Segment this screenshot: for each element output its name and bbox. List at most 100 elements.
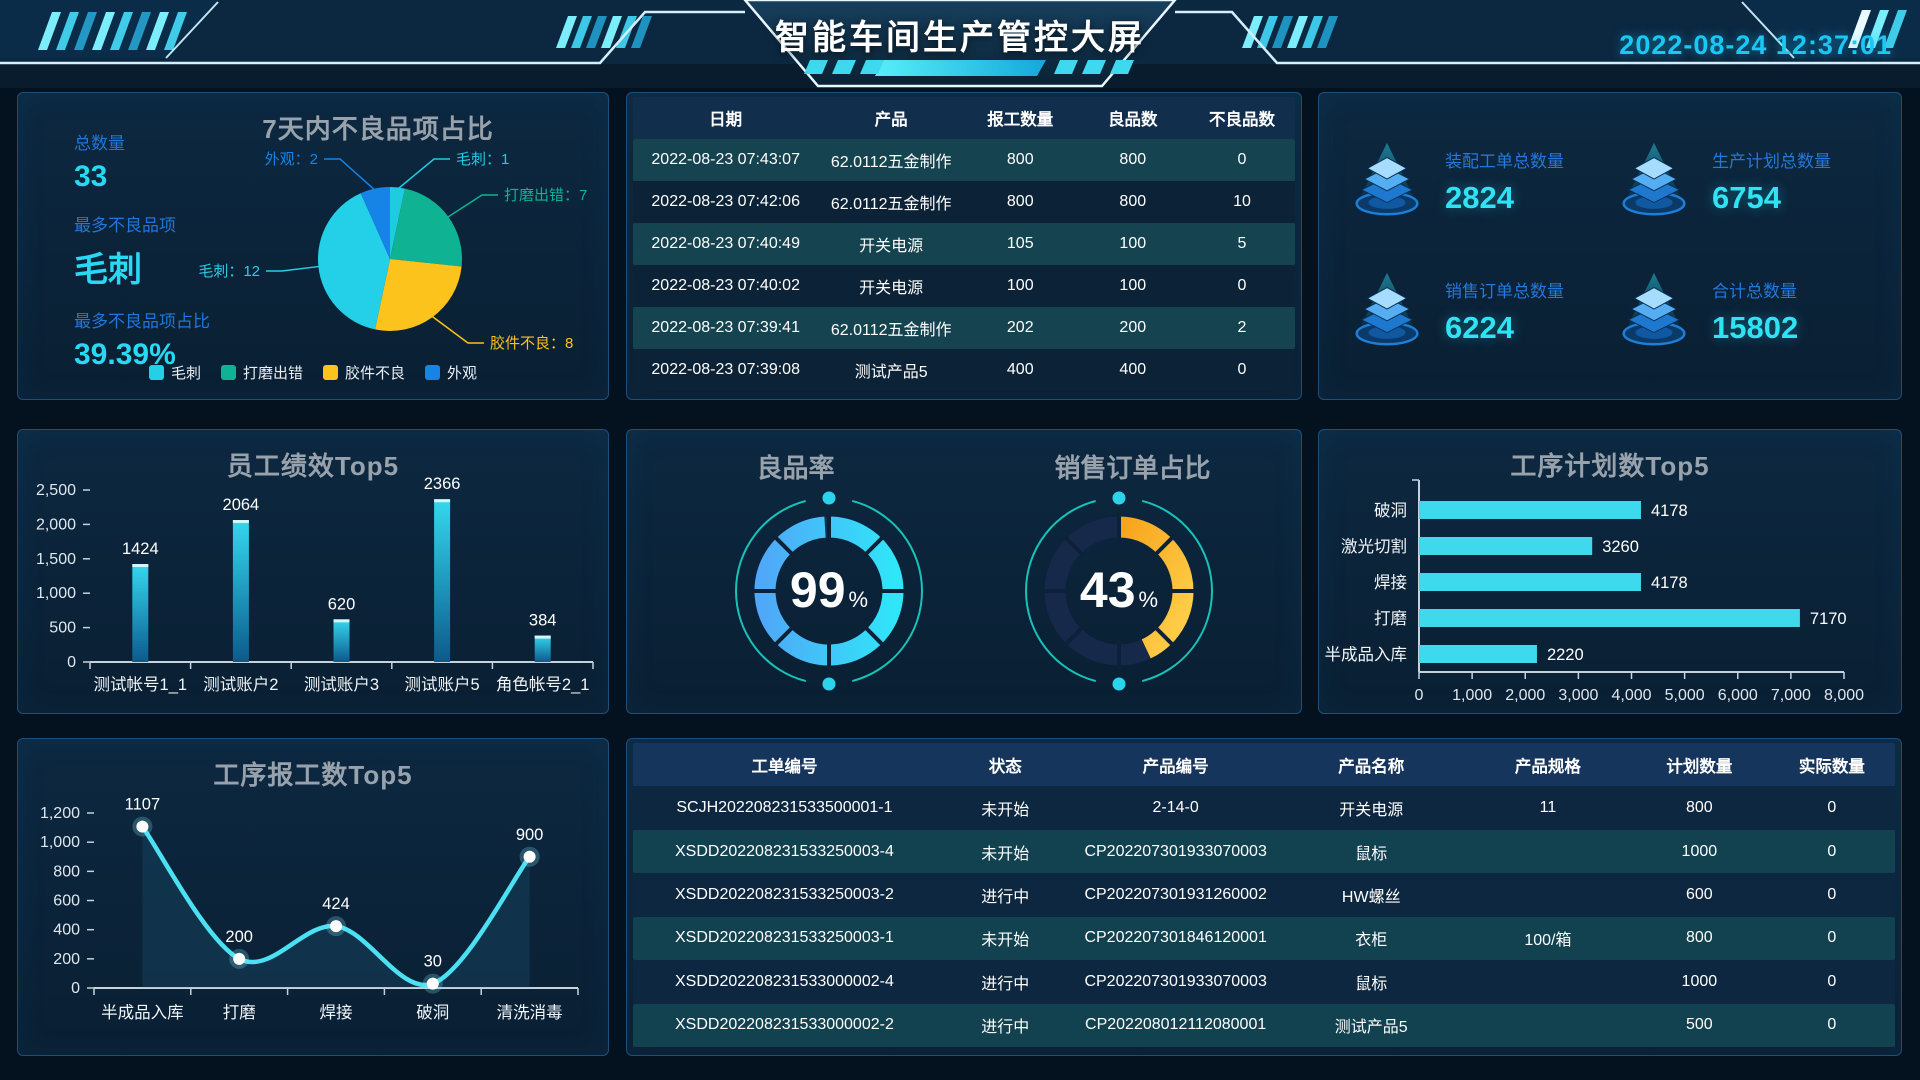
panel-title-process-report: 工序报工数Top5 [213,760,413,790]
slash-mark [146,12,169,50]
stat-card-value: 6754 [1712,179,1781,215]
gauge-arc [1118,516,1194,659]
pie-slice [390,187,405,259]
column-header: 状态 [988,757,1022,776]
clock: 2022-08-24 12:37:01 [1619,30,1892,60]
table-cell: CP202207301933070003 [1084,842,1267,860]
category-label: 清洗消毒 [497,1003,563,1022]
legend-item: 毛刺 [148,362,201,383]
stat-card-label: 装配工单总数量 [1445,151,1564,171]
table-row: XSDD202208231533250003-2 进行中 CP20220730193… [633,873,1895,917]
legend-item: 打磨出错 [220,362,303,383]
slash-mark [1257,16,1278,48]
slash-mark [1848,10,1871,48]
legend-swatch [425,365,441,380]
table-cell: 2022-08-23 07:39:08 [651,361,800,378]
point-value-label: 1107 [125,796,160,814]
bar [1419,609,1800,627]
table-cell: 2 [1237,319,1247,336]
data-point [330,920,342,933]
report-line-chart: 0 200 400 600 800 1,000 1,200 1107 半成品入库 200 打磨 424… [40,796,579,1022]
panel-gauges: 良品率 销售订单占比 99% 43% [626,429,1302,714]
layers-icon [1622,142,1686,216]
svg-text:4,000: 4,000 [1611,687,1651,704]
table-cell: 800 [1685,799,1713,817]
table-cell: 200 [1119,319,1147,336]
table-cell: 1000 [1681,842,1718,860]
plan-hbar-chart: 0 1,000 2,000 3,000 4,000 5,000 6,000 7,000 8,00… [1325,479,1864,704]
table-cell: 测试产品5 [1334,1019,1408,1037]
bar [1419,645,1537,663]
table-cell: 开关电源 [859,238,924,255]
header: 智能车间生产管控大屏 2022-08-24 12:37:01 [0,0,1920,90]
table-cell: CP202207301933070003 [1084,972,1267,990]
table-cell: HW螺丝 [1341,888,1401,906]
table-cell: 测试产品5 [854,364,928,381]
svg-text:7,000: 7,000 [1771,687,1811,704]
stat-value: 毛刺 [74,251,142,289]
table-row: 2022-08-23 07:42:06 62.0112五金制作 800 800 10 [633,181,1295,223]
category-label: 测试账户3 [304,675,379,694]
gauge-value: 43% [1080,562,1158,618]
data-point [523,850,536,863]
slash-mark [1242,16,1263,48]
stat-card-0: 装配工单总数量 2824 [1343,137,1610,225]
layers-icon [1355,272,1419,346]
panel-process-report: 工序报工数Top5 0 200 400 600 800 1,000 1,200 1107 半成品… [17,738,609,1056]
stat-card-label: 销售订单总数量 [1445,281,1564,301]
stat-card-3: 合计总数量 15802 [1610,267,1877,355]
point-value-label: 424 [322,895,350,913]
page-title: 智能车间生产管控大屏 [775,19,1145,57]
bar-value-label: 3260 [1602,538,1639,556]
daily-report-table: 日期 产品 报工数量 良品数 不良品数 2022-08-23 07:43:07 62.011… [627,93,1301,399]
table-cell: 202 [1006,319,1034,336]
table-cell: 10 [1233,193,1251,210]
table-cell: CP202207301931260002 [1084,885,1267,903]
table-row: 2022-08-23 07:40:02 开关电源 100 100 0 [633,265,1295,307]
table-cell: 0 [1827,799,1837,817]
table-cell: 0 [1827,885,1837,903]
svg-text:2,000: 2,000 [36,516,76,533]
svg-text:1,500: 1,500 [36,551,76,568]
table-cell: 进行中 [981,1019,1030,1037]
layers-icon [1355,142,1419,216]
table-cell: 62.0112五金制作 [830,196,952,213]
svg-text:1,000: 1,000 [36,585,76,602]
data-point [136,820,149,833]
column-header: 实际数量 [1798,757,1865,776]
bar-value-label: 384 [529,612,557,630]
column-header: 报工数量 [987,111,1054,129]
column-header: 产品编号 [1142,757,1209,776]
table-cell: 衣柜 [1355,932,1388,950]
table-cell: XSDD202208231533250003-4 [675,842,894,860]
stat-card-label: 生产计划总数量 [1712,151,1831,171]
table-row: XSDD202208231533000002-4 进行中 CP20220730193… [633,960,1895,1004]
table-row: 2022-08-23 07:40:49 开关电源 105 100 5 [633,223,1295,265]
pie-callout-line [446,194,498,219]
svg-text:3,000: 3,000 [1558,687,1598,704]
table-cell: 0 [1827,972,1837,990]
table-cell: 62.0112五金制作 [830,154,952,171]
category-label: 破洞 [416,1003,449,1022]
bar [1419,501,1641,519]
pie-callout-line [266,265,321,272]
table-cell: 2022-08-23 07:42:06 [651,193,800,210]
stat-label: 最多不良品项占比 [74,312,210,331]
slash-mark [631,16,652,48]
category-label: 打磨 [1374,609,1407,628]
table-cell: 0 [1827,842,1837,860]
slash-mark [56,12,79,50]
table-cell: 800 [1006,193,1034,210]
yield-gauge: 99% [735,491,923,691]
table-cell: CP202208012112080001 [1085,1016,1267,1034]
panel-title-process-plan: 工序计划数Top5 [1510,451,1710,481]
panel-defect-ratio: 7天内不良品项占比 总数量 33 最多不良品项 毛刺 最多不良品项占比 39.3… [17,92,609,400]
svg-text:1,200: 1,200 [40,805,80,822]
panel-employee-performance: 员工绩效Top5 0 500 1,000 1,500 2,000 2,500 1424 测试帐… [17,429,609,714]
bar-value-label: 7170 [1810,610,1847,628]
bar [434,499,451,662]
pie-callout-line [430,315,484,344]
table-cell: 2-14-0 [1152,799,1199,817]
order-stats-grid: 装配工单总数量 2824 生产计划总数量 6754 销售订单总数量 6224 合… [1319,93,1901,399]
pie-slice [390,188,462,267]
